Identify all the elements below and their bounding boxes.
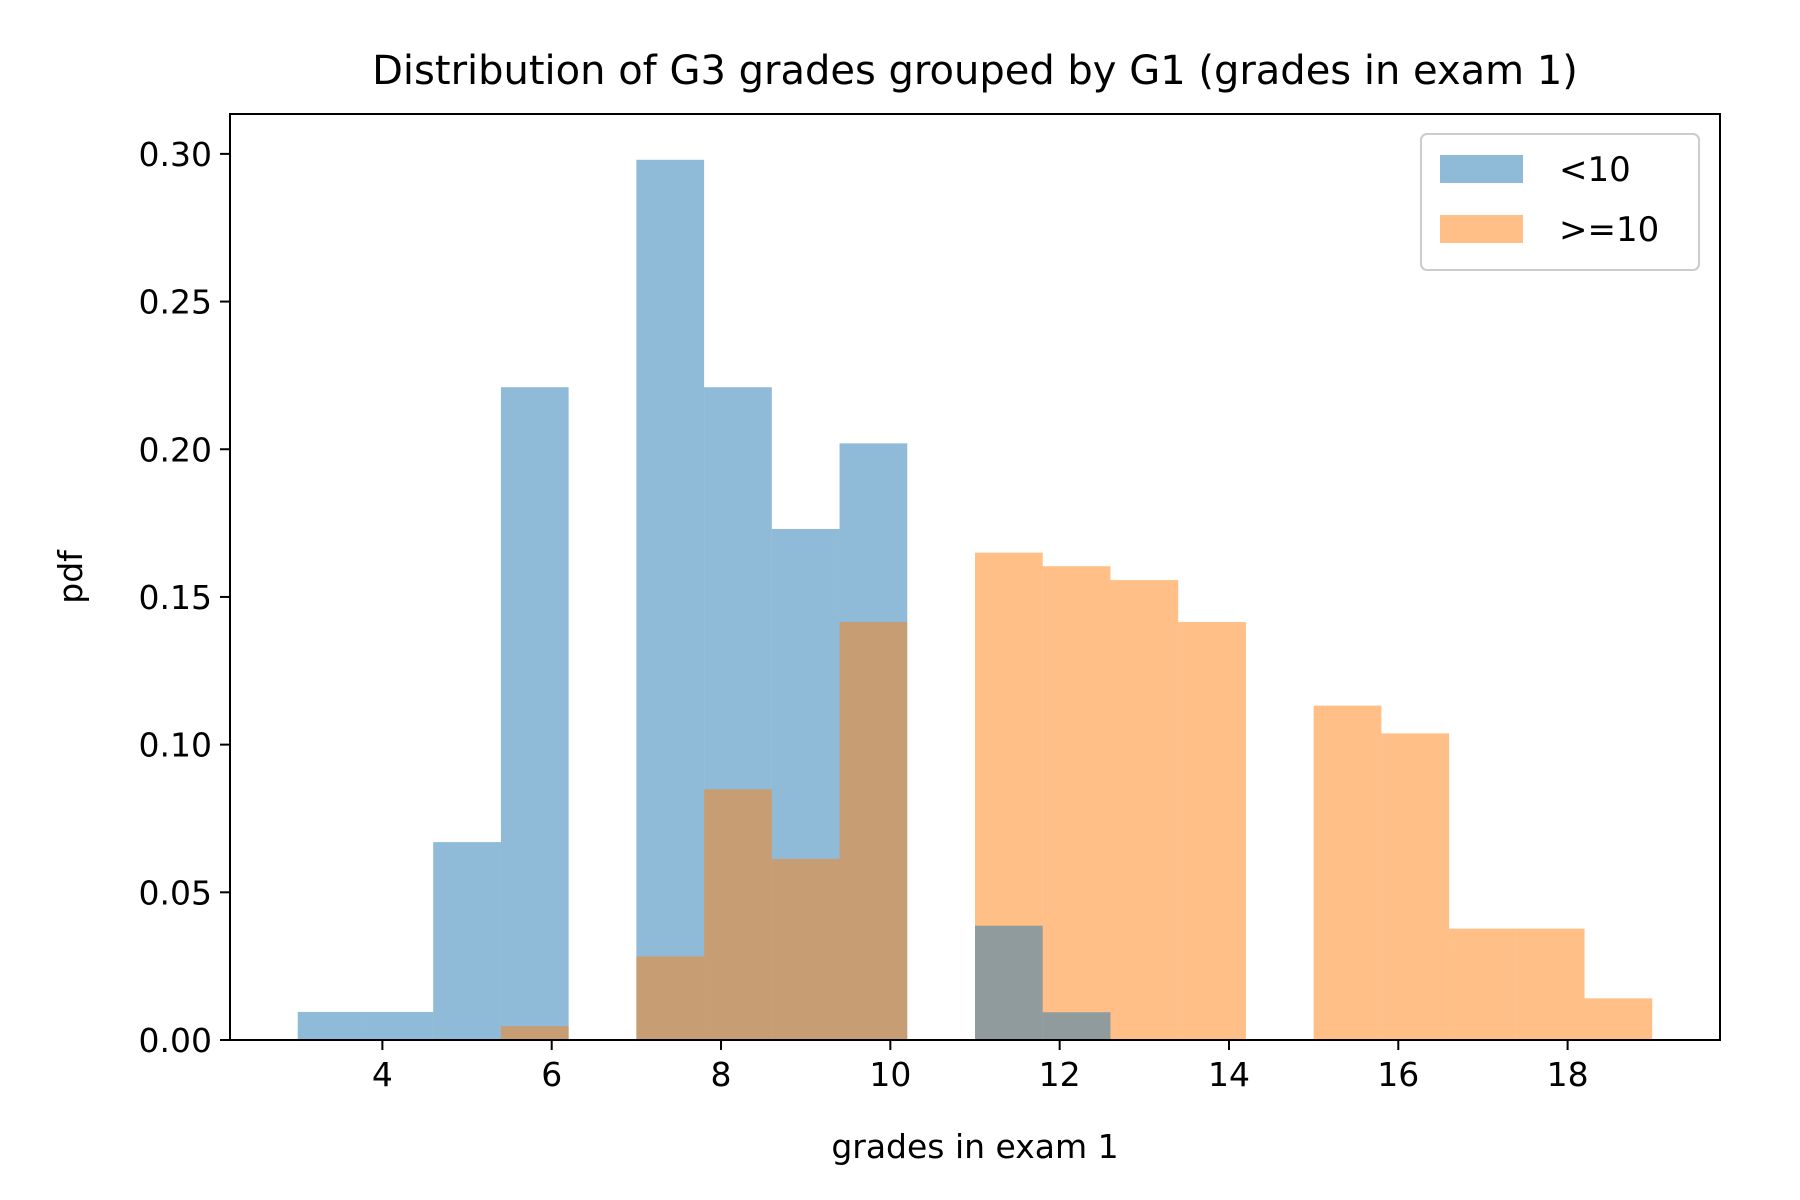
bar-gte10-0 [500, 1026, 569, 1040]
x-tick-label: 8 [711, 1055, 732, 1094]
bar-gte10-13 [1381, 733, 1450, 1040]
bar-gte10-9 [1110, 580, 1179, 1040]
bar-lt10-overlap-0 [975, 925, 1043, 1040]
legend-label-lt10: <10 [1559, 150, 1631, 190]
chart-title: Distribution of G3 grades grouped by G1 … [372, 48, 1578, 94]
y-tick-label: 0.05 [139, 873, 212, 912]
x-tick-label: 10 [869, 1055, 911, 1094]
bar-gte10-4 [771, 858, 840, 1040]
bar-gte10-15 [1516, 928, 1585, 1040]
y-tick-label: 0.25 [139, 283, 212, 322]
plot-frame [229, 113, 1721, 1041]
bar-gte10-16 [1584, 998, 1653, 1040]
x-tick-label: 16 [1377, 1055, 1419, 1094]
bar-gte10-14 [1449, 928, 1517, 1040]
x-tick-label: 6 [541, 1055, 562, 1094]
x-tick-label: 14 [1208, 1055, 1250, 1094]
bar-lt10-3 [500, 387, 569, 1040]
legend-swatch-lt10 [1440, 155, 1523, 183]
bar-lt10-overlap-1 [1042, 1012, 1111, 1040]
y-tick-label: 0.00 [139, 1021, 212, 1060]
y-axis-label: pdf [51, 549, 90, 604]
y-tick-label: 0.20 [139, 430, 212, 469]
x-axis-ticks: 4 6 8 10 12 14 16 18 [372, 1040, 1589, 1094]
bar-lt10-0 [297, 1011, 366, 1040]
legend-swatch-gte10 [1440, 215, 1523, 243]
x-tick-label: 18 [1547, 1055, 1589, 1094]
y-tick-label: 0.10 [139, 726, 212, 765]
bars-layer [297, 159, 1653, 1041]
bar-gte10-2 [636, 956, 705, 1040]
bar-gte10-3 [704, 789, 772, 1040]
y-tick-label: 0.15 [139, 578, 212, 617]
y-tick-label: 0.30 [139, 135, 212, 174]
bar-lt10-5 [636, 159, 705, 1041]
x-tick-label: 12 [1039, 1055, 1081, 1094]
bar-gte10-5 [839, 622, 908, 1040]
x-tick-label: 4 [372, 1055, 393, 1094]
y-axis-ticks: 0.00 0.05 0.10 0.15 0.20 0.25 0.30 [139, 135, 230, 1060]
x-axis-label: grades in exam 1 [831, 1127, 1118, 1166]
bar-lt10-2 [433, 842, 501, 1040]
bar-gte10-12 [1313, 705, 1382, 1040]
bar-gte10-8 [1042, 566, 1111, 1040]
legend: <10 >=10 [1420, 133, 1700, 271]
bar-lt10-1 [365, 1011, 434, 1040]
legend-label-gte10: >=10 [1559, 210, 1659, 250]
bar-gte10-10 [1178, 622, 1246, 1040]
